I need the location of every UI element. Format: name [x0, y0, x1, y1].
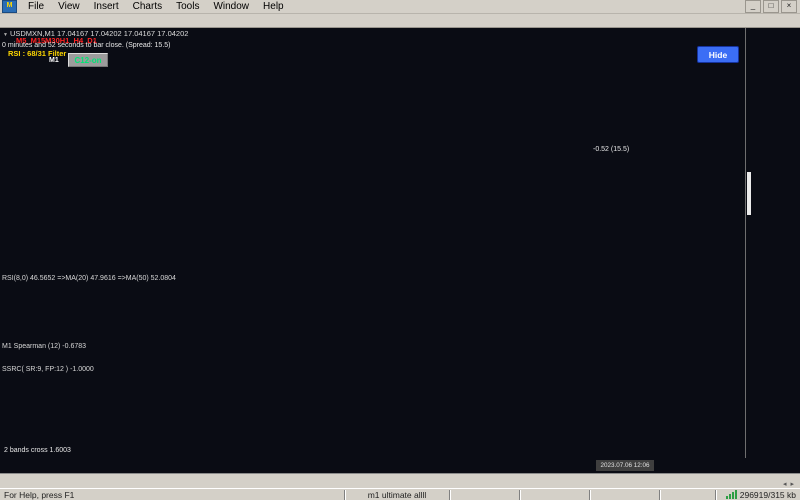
traffic-text: 296919/315 kb — [739, 489, 796, 500]
menu-items: File View Insert Charts Tools Window Help — [21, 1, 291, 12]
axis-scroll-thumb[interactable] — [747, 172, 751, 215]
tab-scroll-left-icon[interactable]: ◂ — [782, 481, 787, 488]
menu-bar: M File View Insert Charts Tools Window Help _ □… — [0, 0, 800, 14]
status-bar: For Help, press F1 m1 ultimate allll 296… — [0, 488, 800, 500]
status-cell — [660, 489, 716, 500]
minimize-button[interactable]: _ — [745, 0, 761, 13]
window-controls: _ □ × — [745, 0, 800, 13]
menu-help[interactable]: Help — [263, 1, 284, 12]
chart-tab-bar: ◂ ▸ — [0, 473, 800, 488]
chart-area[interactable] — [0, 28, 800, 473]
tab-scroll-right-icon[interactable]: ▸ — [790, 481, 794, 488]
toolbar — [0, 14, 800, 28]
status-help-text: For Help, press F1 — [0, 489, 345, 500]
tab-scroll-arrows: ◂ ▸ — [783, 480, 800, 488]
status-cell — [590, 489, 660, 500]
status-cell — [520, 489, 590, 500]
menu-insert[interactable]: Insert — [93, 1, 119, 12]
app-logo-icon: M — [2, 0, 17, 13]
menu-view[interactable]: View — [58, 1, 80, 12]
menu-tools[interactable]: Tools — [176, 1, 200, 12]
hide-button[interactable]: Hide — [697, 46, 739, 63]
close-button[interactable]: × — [781, 0, 797, 13]
status-center-text[interactable]: m1 ultimate allll — [345, 489, 450, 500]
menu-window[interactable]: Window — [213, 1, 250, 12]
menu-charts[interactable]: Charts — [132, 1, 163, 12]
menu-file[interactable]: File — [28, 1, 45, 12]
connection-signal-icon — [725, 490, 737, 499]
status-cell — [450, 489, 520, 500]
restore-button[interactable]: □ — [763, 0, 779, 13]
status-traffic: 296919/315 kb — [716, 490, 800, 500]
c12-toggle-button[interactable]: C12-on — [68, 53, 108, 67]
